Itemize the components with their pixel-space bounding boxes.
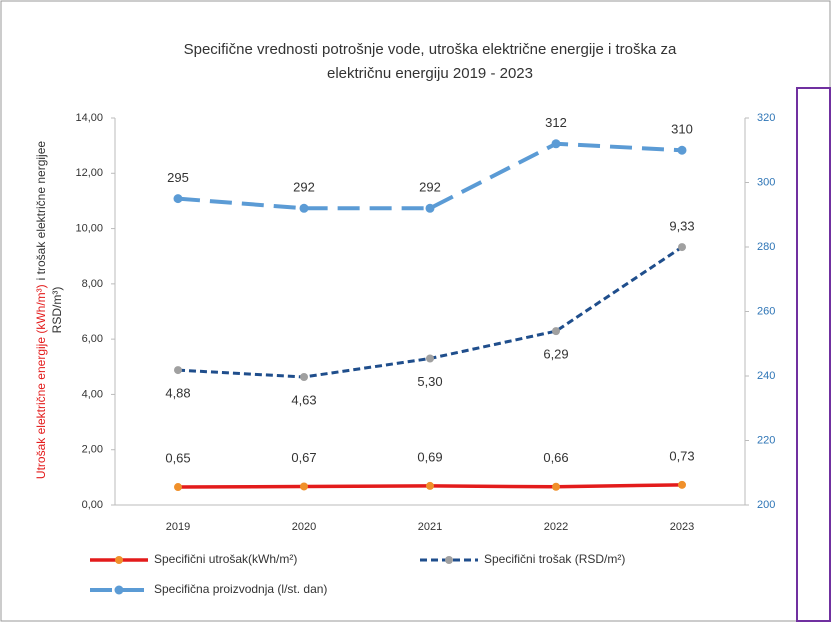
y-axis-label-part: i trošak električne nergijee: [34, 141, 48, 281]
data-label: 292: [293, 180, 315, 195]
point: [426, 354, 434, 363]
chart-title: Specifične vrednosti potrošnje vode, utr…: [184, 41, 677, 58]
data-label: 9,33: [669, 219, 694, 234]
y2-tick-label: 260: [757, 305, 775, 317]
data-label: 292: [419, 180, 441, 195]
x-tick-label: 2022: [544, 521, 568, 533]
point: [300, 482, 308, 491]
y-axis-label-part: Utrošak električne energije (kWh/m³): [34, 284, 48, 479]
y2-tick-label: 200: [757, 499, 775, 511]
legend-marker: [114, 585, 124, 595]
data-label: 295: [167, 170, 189, 185]
y-tick-label: 0,00: [82, 499, 103, 511]
side-frame: [796, 87, 831, 622]
data-label: 0,67: [291, 450, 316, 465]
x-tick-label: 2021: [418, 521, 442, 533]
data-label: 312: [545, 115, 567, 130]
y-tick-label: 4,00: [82, 388, 103, 400]
data-label: 0,73: [669, 448, 694, 463]
point: [678, 480, 686, 489]
series-line: [177, 141, 683, 211]
y-tick-label: 2,00: [82, 444, 103, 456]
point: [174, 483, 182, 492]
point: [173, 194, 183, 204]
data-label: 4,63: [291, 392, 316, 407]
y-tick-label: 6,00: [82, 333, 103, 345]
data-label: 5,30: [417, 374, 442, 389]
legend-marker: [115, 556, 123, 564]
y-tick-label: 14,00: [75, 112, 103, 124]
point: [551, 139, 561, 149]
data-label: 4,88: [165, 386, 190, 401]
point: [300, 373, 308, 382]
data-label: 0,66: [543, 450, 568, 465]
point: [425, 203, 435, 213]
x-tick-label: 2020: [292, 521, 316, 533]
point: [426, 481, 434, 490]
y-tick-label: 12,00: [75, 167, 103, 179]
y2-tick-label: 240: [757, 370, 775, 382]
point: [678, 243, 686, 252]
point: [299, 203, 309, 213]
point: [677, 145, 687, 155]
point: [174, 366, 182, 375]
chart-title: električnu energiju 2019 - 2023: [327, 65, 533, 82]
y-tick-label: 8,00: [82, 278, 103, 290]
data-label: 0,65: [165, 450, 190, 465]
point: [552, 327, 560, 336]
legend-label: Specifična proizvodnja (l/st. dan): [154, 582, 327, 596]
y2-tick-label: 320: [757, 112, 775, 124]
legend-label: Specifični trošak (RSD/m²): [484, 552, 625, 566]
data-label: 6,29: [543, 347, 568, 362]
y-tick-label: 10,00: [75, 222, 103, 234]
legend-label: Specifični utrošak(kWh/m²): [154, 552, 297, 566]
x-tick-label: 2023: [670, 521, 694, 533]
y2-tick-label: 280: [757, 241, 775, 253]
data-label: 0,69: [417, 449, 442, 464]
y2-tick-label: 300: [757, 176, 775, 188]
y-axis-label: RSD/m³): [50, 287, 64, 334]
legend-marker: [445, 556, 453, 564]
x-tick-label: 2019: [166, 521, 190, 533]
data-label: 310: [671, 122, 693, 137]
y-axis-label: Utrošak električne energije (kWh/m³) i tr…: [34, 141, 48, 479]
point: [552, 482, 560, 491]
y2-tick-label: 220: [757, 434, 775, 446]
